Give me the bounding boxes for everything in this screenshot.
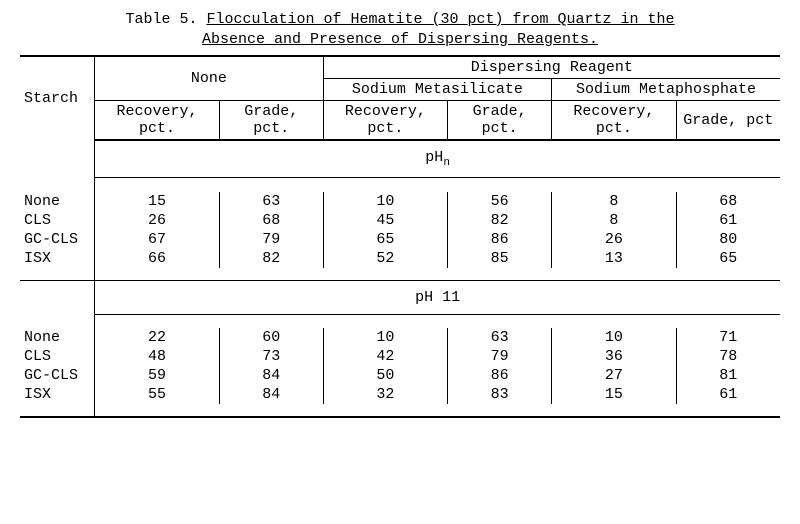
row-label: GC-CLS <box>20 366 95 385</box>
col-dispersing: Dispersing Reagent <box>323 56 780 79</box>
cell: 63 <box>219 192 323 211</box>
col-starch: Starch <box>20 56 95 140</box>
cell: 55 <box>95 385 220 404</box>
table-row: CLS26684582861 <box>20 211 780 230</box>
cell: 27 <box>552 366 677 385</box>
cell: 82 <box>448 211 552 230</box>
cell: 65 <box>676 249 780 268</box>
col-grade-3: Grade, pct <box>676 101 780 141</box>
cell: 67 <box>95 230 220 249</box>
row-label: CLS <box>20 211 95 230</box>
cell: 10 <box>552 328 677 347</box>
cell: 79 <box>448 347 552 366</box>
cell: 65 <box>323 230 448 249</box>
cell: 42 <box>323 347 448 366</box>
title-line-2: Absence and Presence of Dispersing Reage… <box>202 30 598 50</box>
cell: 78 <box>676 347 780 366</box>
cell: 71 <box>676 328 780 347</box>
cell: 68 <box>676 192 780 211</box>
table-title: Table 5. Flocculation of Hematite (30 pc… <box>20 10 780 49</box>
cell: 10 <box>323 192 448 211</box>
col-none: None <box>95 56 323 101</box>
cell: 85 <box>448 249 552 268</box>
cell: 10 <box>323 328 448 347</box>
cell: 82 <box>219 249 323 268</box>
row-label: GC-CLS <box>20 230 95 249</box>
table-row: ISX668252851365 <box>20 249 780 268</box>
cell: 84 <box>219 366 323 385</box>
cell: 22 <box>95 328 220 347</box>
cell: 61 <box>676 385 780 404</box>
row-label: ISX <box>20 249 95 268</box>
cell: 60 <box>219 328 323 347</box>
cell: 68 <box>219 211 323 230</box>
cell: 45 <box>323 211 448 230</box>
cell: 81 <box>676 366 780 385</box>
section-phn-label: pHn <box>95 140 780 178</box>
header-row-3: Recovery, pct. Grade, pct. Recovery, pct… <box>20 101 780 141</box>
cell: 36 <box>552 347 677 366</box>
cell: 79 <box>219 230 323 249</box>
cell: 56 <box>448 192 552 211</box>
cell: 8 <box>552 211 677 230</box>
row-label: ISX <box>20 385 95 404</box>
cell: 73 <box>219 347 323 366</box>
col-metasilicate: Sodium Metasilicate <box>323 79 551 101</box>
cell: 80 <box>676 230 780 249</box>
cell: 8 <box>552 192 677 211</box>
cell: 63 <box>448 328 552 347</box>
section-ph11: pH 11 <box>20 280 780 314</box>
cell: 15 <box>552 385 677 404</box>
table-bottom <box>20 417 780 418</box>
data-table: Starch None Dispersing Reagent Sodium Me… <box>20 55 780 418</box>
header-row-1: Starch None Dispersing Reagent <box>20 56 780 79</box>
col-recovery-3: Recovery, pct. <box>552 101 677 141</box>
table-row: None15631056868 <box>20 192 780 211</box>
section-ph11-label: pH 11 <box>95 280 780 314</box>
title-line-1: Flocculation of Hematite (30 pct) from Q… <box>206 10 674 30</box>
cell: 52 <box>323 249 448 268</box>
cell: 84 <box>219 385 323 404</box>
cell: 48 <box>95 347 220 366</box>
cell: 86 <box>448 230 552 249</box>
cell: 26 <box>95 211 220 230</box>
cell: 13 <box>552 249 677 268</box>
col-recovery-2: Recovery, pct. <box>323 101 448 141</box>
cell: 15 <box>95 192 220 211</box>
row-label: None <box>20 328 95 347</box>
table-row: GC-CLS677965862680 <box>20 230 780 249</box>
row-label: None <box>20 192 95 211</box>
table-row: ISX558432831561 <box>20 385 780 404</box>
table-number: Table 5. <box>125 11 197 28</box>
col-grade-2: Grade, pct. <box>448 101 552 141</box>
cell: 32 <box>323 385 448 404</box>
cell: 61 <box>676 211 780 230</box>
col-recovery-1: Recovery, pct. <box>95 101 220 141</box>
table-row: None226010631071 <box>20 328 780 347</box>
table-row: CLS487342793678 <box>20 347 780 366</box>
cell: 50 <box>323 366 448 385</box>
col-metaphosphate: Sodium Metaphosphate <box>552 79 780 101</box>
section-phn: pHn <box>20 140 780 178</box>
table-row: GC-CLS598450862781 <box>20 366 780 385</box>
cell: 86 <box>448 366 552 385</box>
col-grade-1: Grade, pct. <box>219 101 323 141</box>
cell: 26 <box>552 230 677 249</box>
row-label: CLS <box>20 347 95 366</box>
cell: 83 <box>448 385 552 404</box>
cell: 59 <box>95 366 220 385</box>
cell: 66 <box>95 249 220 268</box>
